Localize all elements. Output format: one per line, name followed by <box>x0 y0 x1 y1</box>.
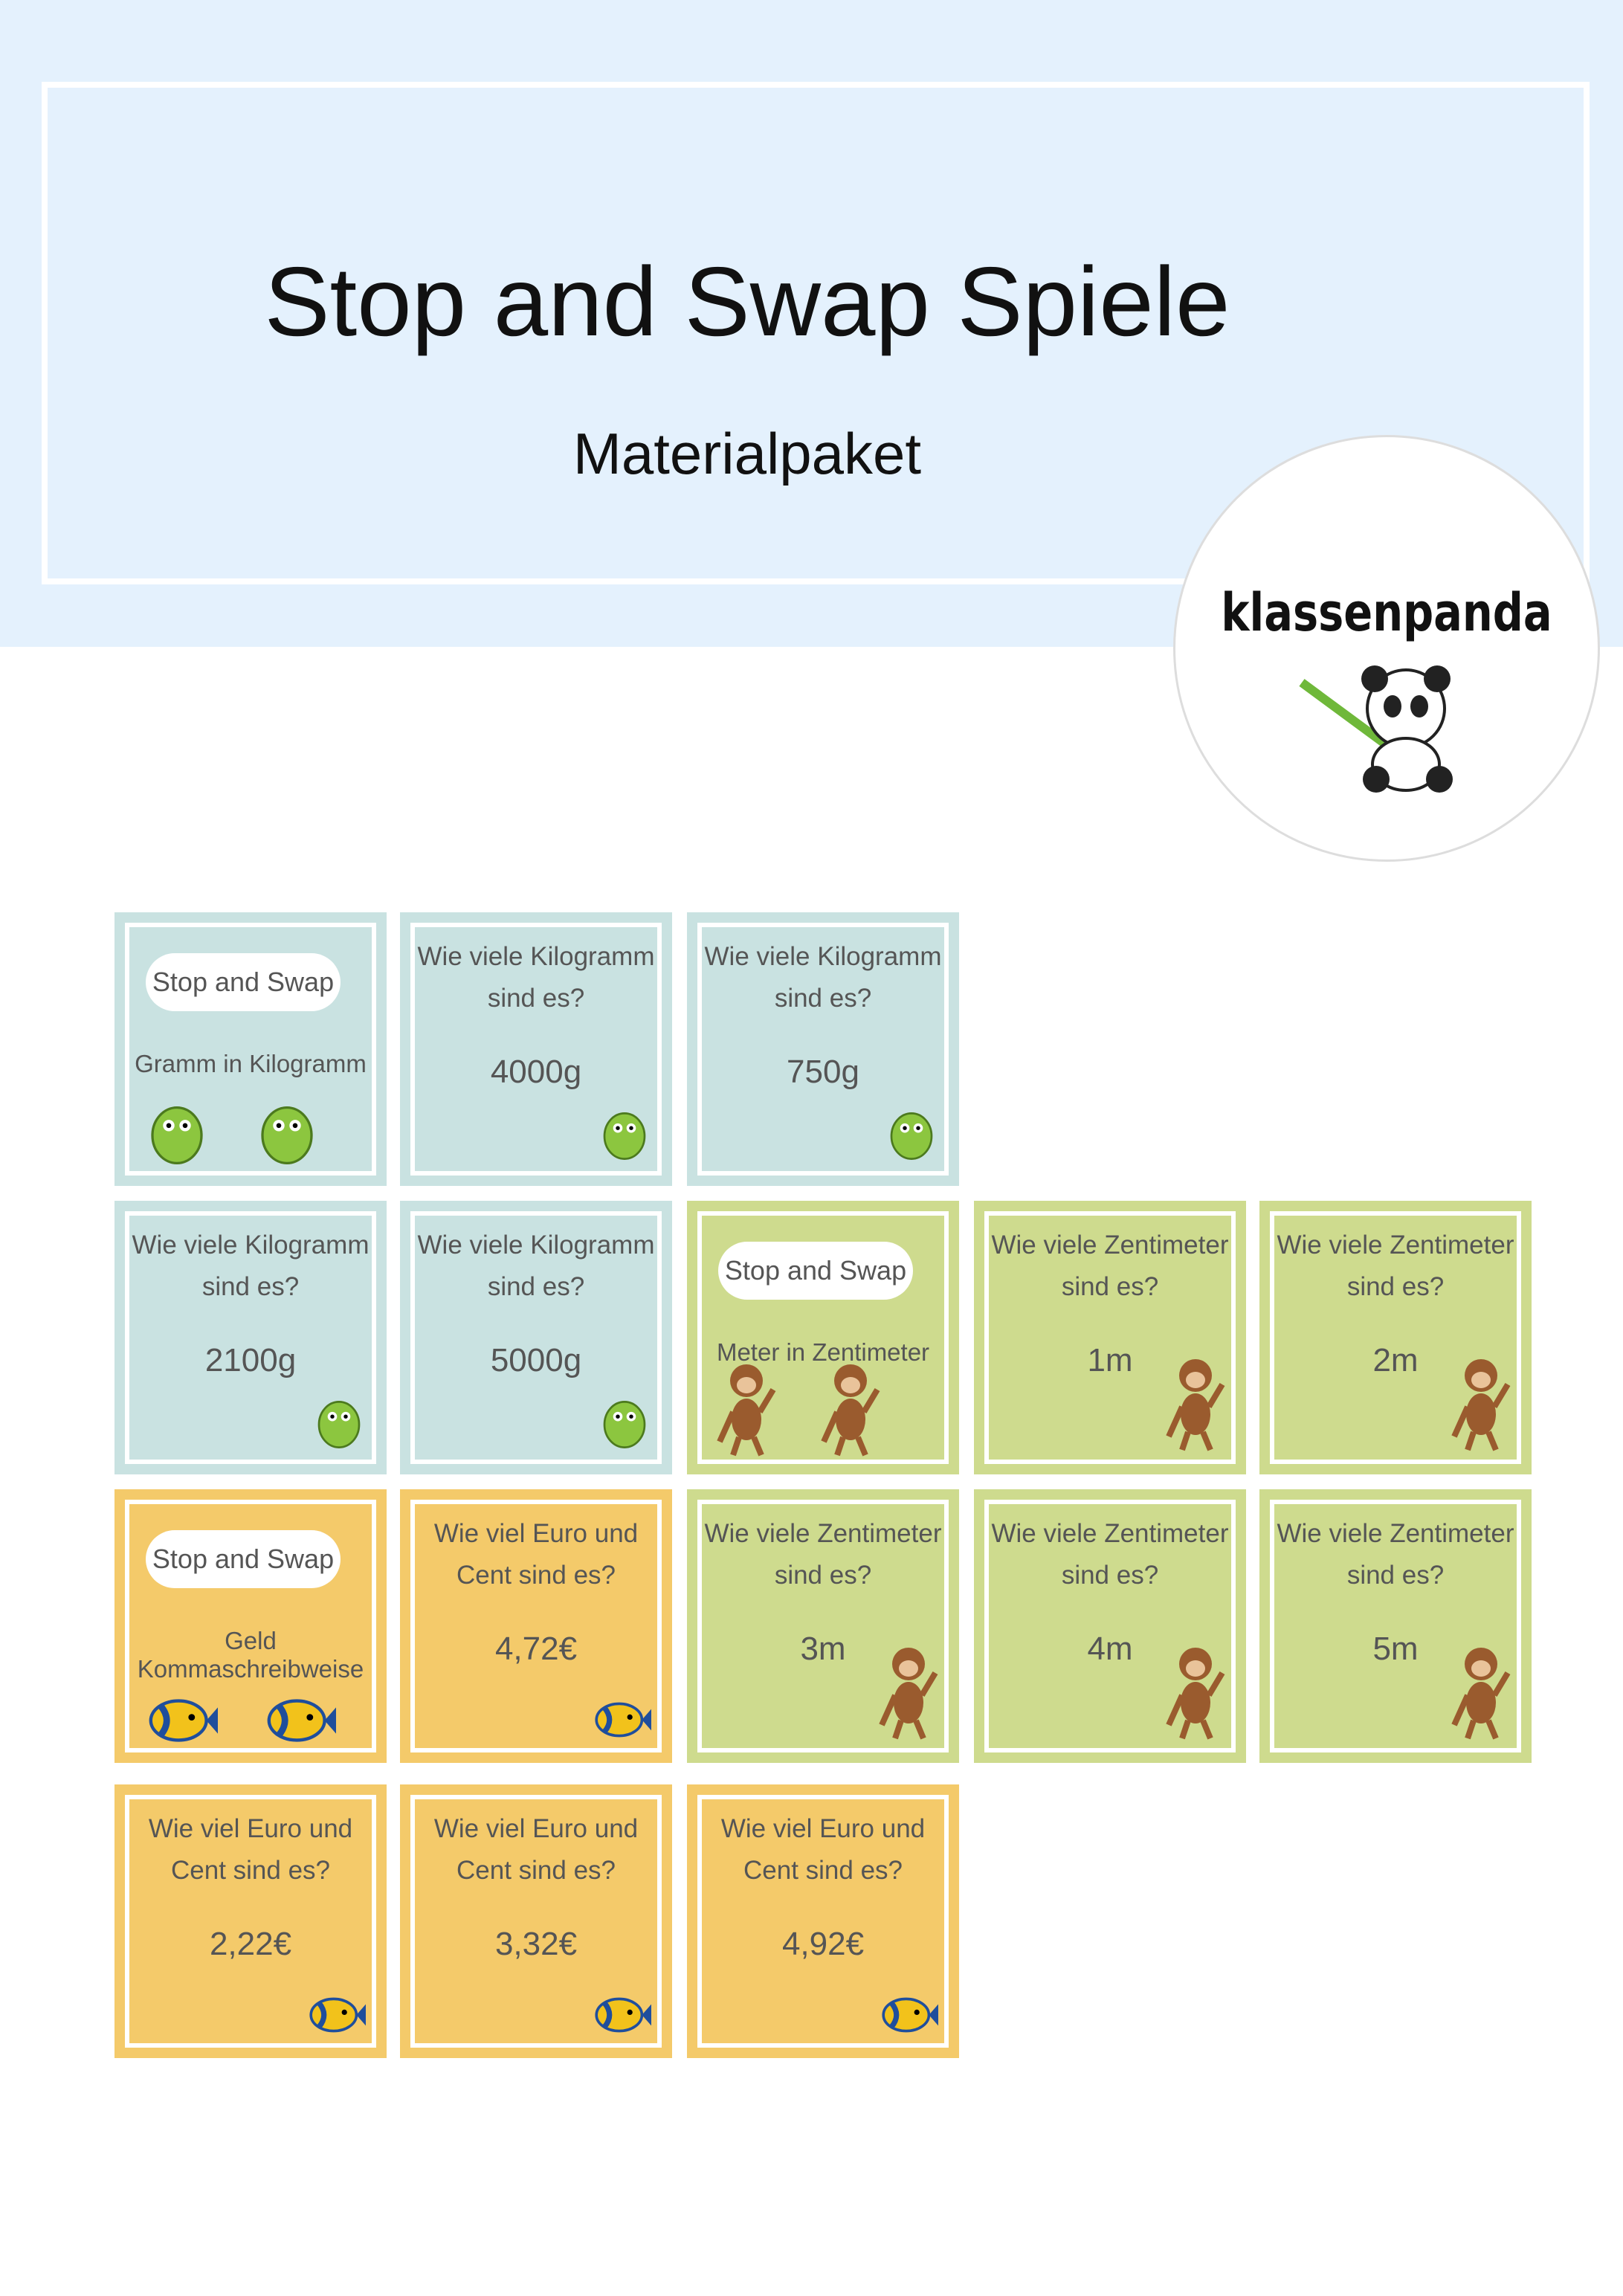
card-border <box>410 1211 662 1464</box>
card-topic: Meter in Zentimeter <box>716 1338 930 1366</box>
card-question: Wie viel Euro und Cent sind es? <box>433 1814 639 1885</box>
question-card: Wie viel Euro und Cent sind es? 4,72€ <box>400 1489 672 1763</box>
title: Stop and Swap Spiele <box>264 247 1230 356</box>
card-answer: 3,32€ <box>494 1926 578 1962</box>
card-border <box>410 1500 662 1752</box>
card-answer: 5m <box>1372 1631 1419 1667</box>
card-question: Wie viele Zentimeter sind es? <box>1277 1519 1514 1590</box>
card-answer: 2,22€ <box>209 1926 292 1962</box>
card-question: Wie viel Euro und Cent sind es? <box>720 1814 926 1885</box>
card-question: Wie viele Kilogramm sind es? <box>132 1231 370 1301</box>
title-card: Stop and Swap Gramm in Kilogramm <box>114 912 387 1186</box>
card-border <box>1270 1211 1521 1464</box>
question-card: Wie viele Kilogramm sind es? 5000g <box>400 1201 672 1474</box>
question-card: Wie viele Kilogramm sind es? 4000g <box>400 912 672 1186</box>
header-frame <box>42 82 1590 584</box>
card-answer: 5000g <box>490 1342 582 1378</box>
title-card: Stop and Swap Geld Kommaschreibweise <box>114 1489 387 1763</box>
card-illustration <box>1451 1643 1511 1744</box>
card-answer: 4m <box>1087 1631 1133 1667</box>
card-question: Wie viele Kilogramm sind es? <box>417 1231 655 1301</box>
card-border <box>697 1211 949 1464</box>
card-illustration <box>598 1391 651 1455</box>
card-question: Wie viele Kilogramm sind es? <box>417 942 655 1013</box>
question-card: Wie viel Euro und Cent sind es? 2,22€ <box>114 1784 387 2058</box>
card-topic: Gramm in Kilogramm <box>135 1050 367 1077</box>
subtitle: Materialpaket <box>572 421 922 486</box>
question-card: Wie viele Kilogramm sind es? 750g <box>687 912 959 1186</box>
question-card: Wie viel Euro und Cent sind es? 4,92€ <box>687 1784 959 2058</box>
card-answer: 4,92€ <box>781 1926 865 1962</box>
logo-name: klassenpanda <box>1221 582 1552 643</box>
card-answer: 4,72€ <box>494 1631 578 1667</box>
card-illustration <box>878 1995 938 2039</box>
question-card: Wie viele Zentimeter sind es? 4m <box>974 1489 1246 1763</box>
card-border <box>1270 1500 1521 1752</box>
card-border <box>410 1795 662 2048</box>
card-border <box>125 1211 376 1464</box>
card-illustration <box>1451 1355 1511 1455</box>
card-illustration <box>1166 1643 1225 1744</box>
card-question: Wie viele Zentimeter sind es? <box>1277 1231 1514 1301</box>
card-illustration <box>591 1700 651 1744</box>
card-illustration <box>306 1995 366 2039</box>
card-illustration <box>144 1696 336 1745</box>
card-label: Stop and Swap <box>146 953 341 1011</box>
card-border <box>410 923 662 1176</box>
card-illustration <box>879 1643 938 1744</box>
card-answer: 2100g <box>204 1342 297 1378</box>
question-card: Wie viele Zentimeter sind es? 3m <box>687 1489 959 1763</box>
card-answer: 3m <box>800 1631 846 1667</box>
panda-icon <box>1299 665 1453 793</box>
question-card: Wie viele Zentimeter sind es? 2m <box>1259 1201 1532 1474</box>
card-illustration <box>598 1103 651 1167</box>
logo: klassenpanda <box>1173 435 1600 862</box>
question-card: Wie viele Zentimeter sind es? 5m <box>1259 1489 1532 1763</box>
card-border <box>984 1500 1236 1752</box>
card-answer: 4000g <box>490 1054 582 1090</box>
card-border <box>697 1500 949 1752</box>
card-question: Wie viele Kilogramm sind es? <box>704 942 942 1013</box>
card-border <box>125 1795 376 2048</box>
card-topic: Geld Kommaschreibweise <box>137 1627 364 1683</box>
card-answer: 2m <box>1372 1342 1419 1378</box>
card-border <box>125 1500 376 1752</box>
card-illustration <box>1166 1355 1225 1455</box>
card-border <box>697 923 949 1176</box>
question-card: Wie viele Zentimeter sind es? 1m <box>974 1201 1246 1474</box>
card-question: Wie viele Zentimeter sind es? <box>704 1519 942 1590</box>
card-answer: 750g <box>787 1054 859 1090</box>
card-question: Wie viel Euro und Cent sind es? <box>148 1814 353 1885</box>
card-label: Stop and Swap <box>146 1530 341 1588</box>
question-card: Wie viele Kilogramm sind es? 2100g <box>114 1201 387 1474</box>
header-band: Stop and Swap Spiele Materialpaket <box>0 0 1623 647</box>
card-illustration <box>144 1094 320 1168</box>
card-question: Wie viele Zentimeter sind es? <box>991 1231 1229 1301</box>
title-card: Stop and Swap Meter in Zentimeter <box>687 1201 959 1474</box>
card-label: Stop and Swap <box>718 1242 913 1300</box>
card-question: Wie viele Zentimeter sind es? <box>991 1519 1229 1590</box>
card-question: Wie viel Euro und Cent sind es? <box>433 1519 639 1590</box>
card-illustration <box>885 1103 938 1167</box>
card-border <box>984 1211 1236 1464</box>
card-illustration <box>717 1360 880 1457</box>
card-border <box>697 1795 949 2048</box>
card-answer: 1m <box>1087 1342 1133 1378</box>
card-border <box>125 923 376 1176</box>
card-illustration <box>591 1995 651 2039</box>
question-card: Wie viel Euro und Cent sind es? 3,32€ <box>400 1784 672 2058</box>
card-illustration <box>312 1391 366 1455</box>
